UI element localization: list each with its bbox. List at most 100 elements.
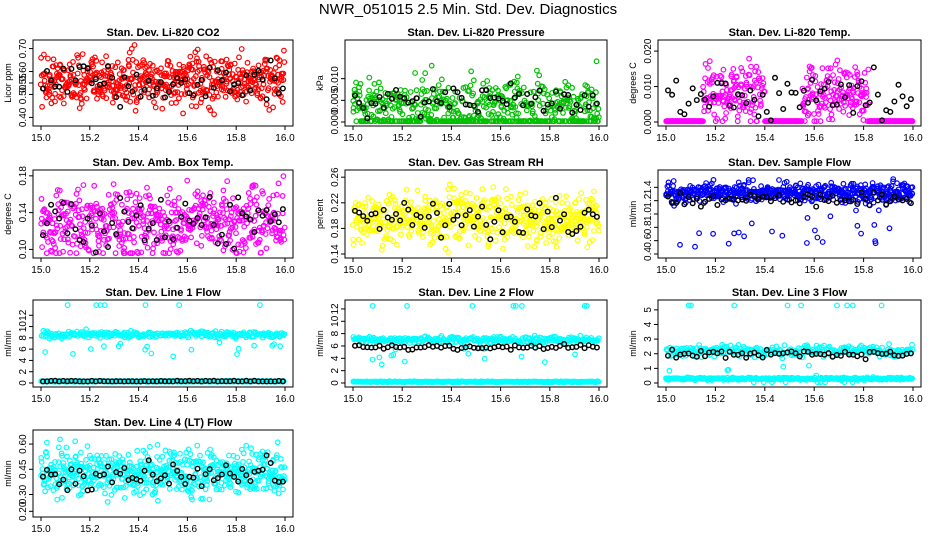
data-point	[239, 67, 246, 74]
data-point	[242, 245, 249, 251]
subset-point	[879, 117, 886, 124]
data-point	[97, 227, 104, 234]
x-tick-label: 16.0	[275, 265, 295, 276]
data-point	[556, 235, 563, 241]
subset-point	[271, 75, 278, 82]
subset-point	[862, 102, 869, 109]
data-point	[67, 216, 74, 223]
data-point	[277, 343, 284, 350]
subset-point	[866, 202, 873, 209]
subset-point	[376, 93, 383, 100]
subset-point	[585, 103, 592, 110]
data-point	[96, 242, 102, 249]
data-point	[52, 244, 59, 251]
data-point	[150, 245, 157, 252]
data-point	[573, 115, 579, 121]
data-point	[128, 192, 135, 199]
data-point	[705, 65, 711, 71]
data-point	[894, 180, 900, 187]
data-point	[53, 222, 60, 229]
data-point	[515, 197, 522, 203]
data-point	[281, 59, 288, 65]
data-point	[419, 77, 426, 83]
subset-point	[739, 92, 746, 99]
data-point	[255, 62, 262, 69]
data-point	[437, 88, 443, 95]
subset-point	[235, 80, 242, 87]
data-point	[402, 87, 408, 94]
subset-point	[846, 82, 853, 89]
subset-point	[100, 80, 107, 87]
data-point	[238, 46, 245, 52]
data-point	[854, 222, 861, 229]
data-point	[244, 59, 251, 66]
subset-point	[776, 90, 783, 97]
subset-point	[780, 105, 787, 112]
data-point	[466, 87, 473, 94]
data-point	[265, 202, 272, 209]
subset-point	[190, 92, 197, 99]
data-point	[281, 224, 288, 231]
subset-point	[364, 115, 371, 122]
x-tick-label: 15.4	[129, 394, 149, 405]
data-point	[830, 72, 836, 78]
data-point	[255, 86, 262, 93]
subset-point	[121, 208, 128, 215]
subset-point	[153, 85, 160, 92]
data-point	[566, 97, 573, 104]
subset-point	[56, 215, 63, 222]
subset-point	[405, 206, 412, 213]
data-point	[123, 189, 130, 196]
data-point	[842, 102, 849, 109]
data-point	[166, 185, 173, 192]
data-point	[369, 198, 376, 205]
subset-point	[380, 104, 387, 111]
subset-point	[569, 109, 576, 116]
data-point	[476, 236, 482, 243]
y-tick-label: 0.010	[330, 66, 341, 91]
data-point	[414, 187, 421, 194]
subset-point	[714, 201, 721, 208]
data-point	[564, 97, 571, 104]
data-point	[138, 205, 145, 212]
data-point	[70, 351, 76, 357]
data-point	[519, 303, 525, 309]
subset-point	[104, 63, 111, 70]
data-point	[576, 196, 582, 203]
x-tick-label: 15.8	[226, 394, 246, 405]
data-point	[837, 67, 843, 74]
data-point	[369, 356, 376, 363]
x-tick-label: 15.0	[31, 265, 51, 276]
data-point	[753, 63, 760, 70]
y-axis-label: ml/min	[3, 330, 13, 357]
data-point	[734, 113, 741, 120]
subset-point	[792, 89, 799, 96]
subset-point	[372, 100, 379, 107]
data-point	[234, 351, 240, 358]
data-point	[60, 248, 66, 255]
data-point	[112, 250, 119, 257]
data-point	[854, 71, 861, 78]
data-point	[541, 86, 548, 93]
subset-point	[442, 89, 449, 96]
subset-point	[133, 71, 140, 78]
data-point	[198, 95, 205, 102]
x-tick-label: 15.6	[491, 265, 511, 276]
subset-point	[92, 76, 99, 83]
data-point	[103, 53, 109, 60]
data-point	[595, 227, 602, 234]
subset-point	[858, 78, 865, 85]
y-tick-label: 0.14	[18, 202, 29, 222]
subset-point	[413, 95, 420, 102]
data-point	[469, 303, 476, 309]
data-point	[50, 56, 57, 63]
data-point	[147, 195, 153, 202]
data-point	[41, 51, 47, 58]
data-point	[281, 47, 287, 54]
data-point	[827, 213, 834, 220]
data-point	[214, 93, 221, 100]
data-point	[451, 185, 458, 192]
data-point	[494, 118, 501, 125]
